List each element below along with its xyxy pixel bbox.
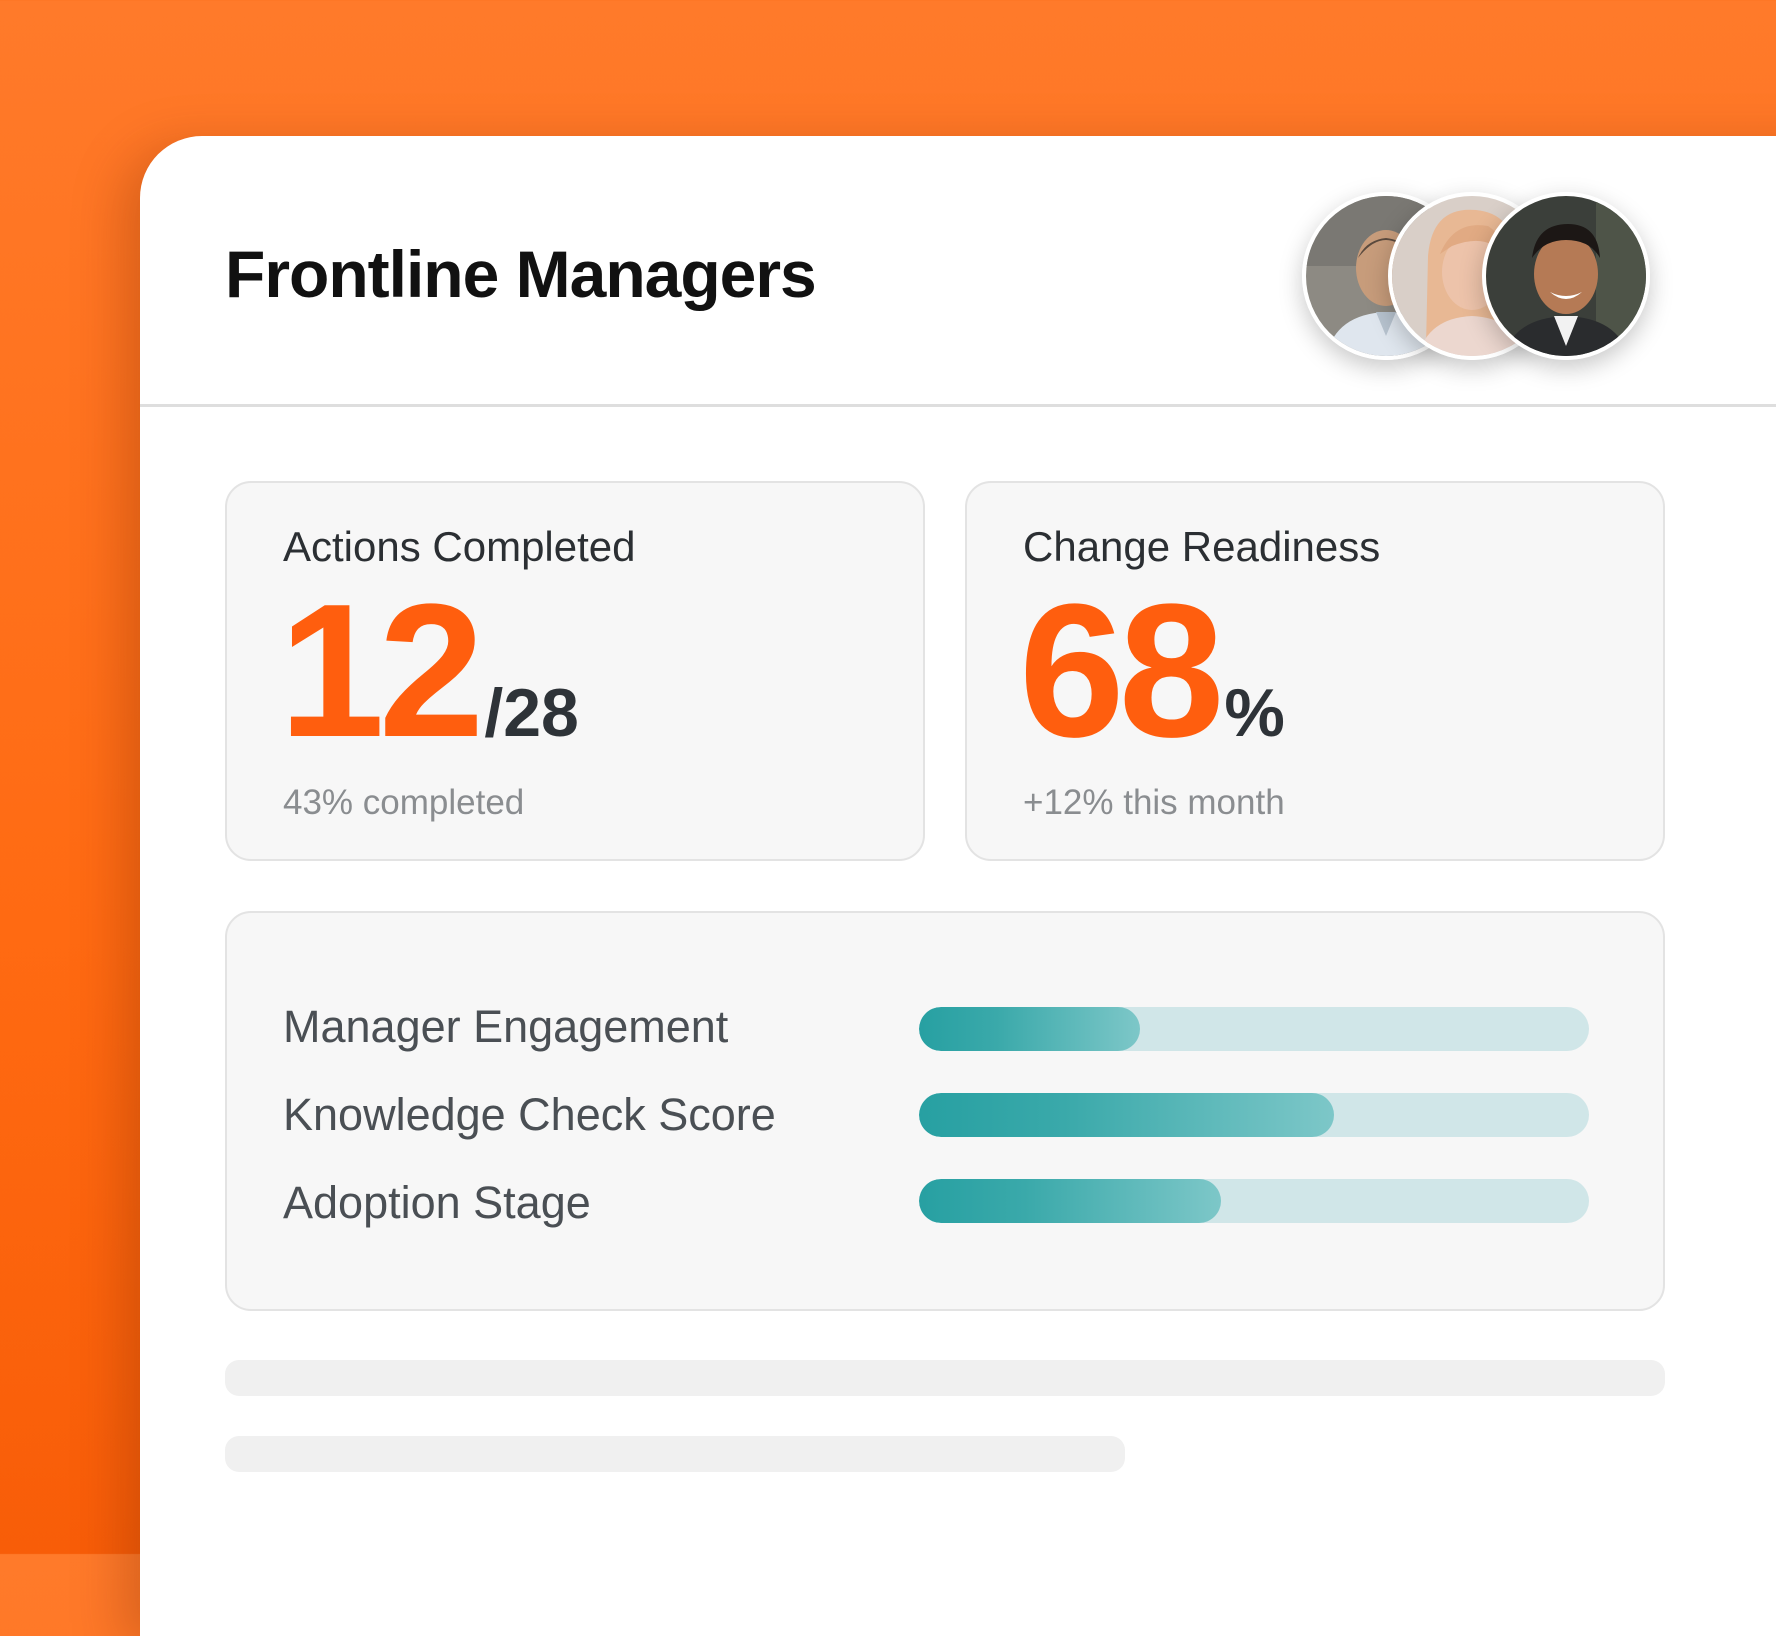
header: Frontline Managers: [140, 136, 1776, 407]
readiness-unit: %: [1224, 675, 1285, 751]
actions-total: /28: [484, 675, 579, 751]
avatar-man-smiling[interactable]: [1482, 192, 1650, 360]
progress-fill: [919, 1093, 1335, 1137]
avatar-group[interactable]: [1302, 192, 1672, 362]
actions-value: 12: [279, 565, 484, 777]
progress-bar-adoption-stage: [919, 1179, 1589, 1223]
progress-fill: [919, 1007, 1141, 1051]
metric-label-knowledge-check-score: Knowledge Check Score: [283, 1089, 776, 1140]
readiness-subtext: +12% this month: [1023, 783, 1285, 822]
progress-bar-knowledge-check-score: [919, 1093, 1589, 1137]
actions-completed-card: Actions Completed 12/28 43% completed: [225, 481, 925, 861]
metrics-card: Manager Engagement Knowledge Check Score…: [225, 911, 1665, 1311]
metric-value: 12/28: [279, 576, 579, 766]
skeleton-line: [225, 1360, 1665, 1396]
avatar-man-smiling-icon: [1486, 196, 1646, 356]
change-readiness-card: Change Readiness 68% +12% this month: [965, 481, 1665, 861]
skeleton-line: [225, 1436, 1125, 1472]
metric-label-adoption-stage: Adoption Stage: [283, 1177, 591, 1228]
metric-value: 68%: [1019, 576, 1285, 766]
readiness-value: 68: [1019, 565, 1224, 777]
page-title: Frontline Managers: [225, 237, 817, 311]
progress-bar-manager-engagement: [919, 1007, 1589, 1051]
dashboard-window: Frontline Managers: [140, 136, 1776, 1636]
metric-label-manager-engagement: Manager Engagement: [283, 1001, 729, 1052]
progress-fill: [919, 1179, 1221, 1223]
card-label: Actions Completed: [283, 523, 636, 570]
actions-subtext: 43% completed: [283, 783, 525, 822]
card-label: Change Readiness: [1023, 523, 1381, 570]
